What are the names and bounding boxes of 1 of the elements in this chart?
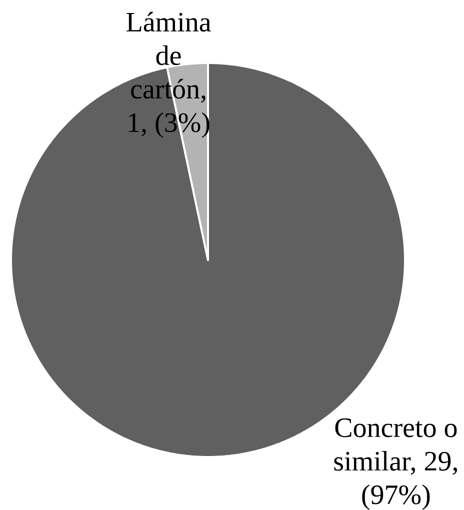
data-label: Concreto o similar, 29, (97%) (334, 418, 457, 510)
